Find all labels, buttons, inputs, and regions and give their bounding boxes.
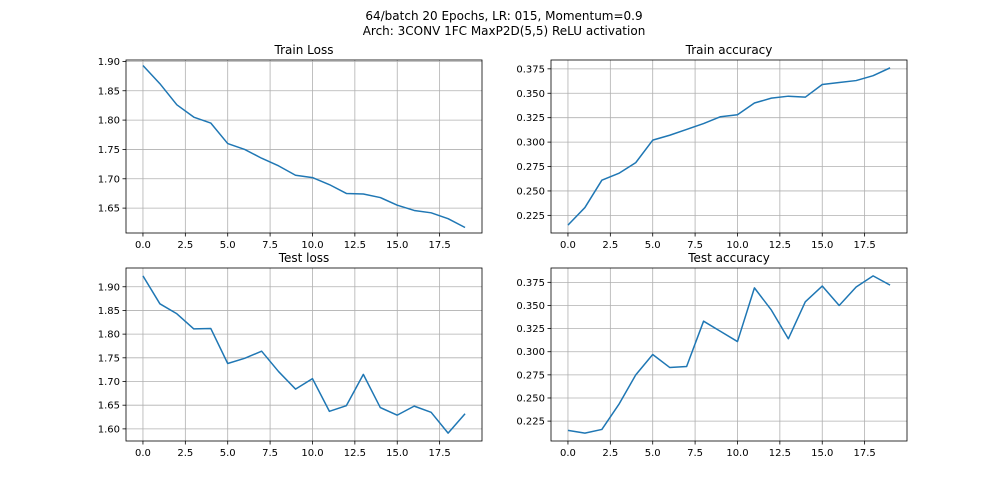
test-accuracy-xtick-label: 15.0 — [811, 448, 833, 459]
train-loss-xtick-label: 12.5 — [344, 240, 366, 251]
test-loss-axes-frame — [125, 267, 483, 442]
test-accuracy-ytick-label: 0.250 — [516, 393, 545, 404]
train-loss-subplot: Train Loss 0.0 2.5 5.0 7.5 10.0 12.5 15.0 17.5 1.… — [98, 43, 483, 251]
test-accuracy-ytick-label: 0.325 — [516, 324, 545, 335]
test-loss-title: Test loss — [278, 251, 330, 265]
train-accuracy-ytick-label: 0.325 — [516, 113, 545, 124]
figure-title-line1: 64/batch 20 Epochs, LR: 015, Momentum=0.… — [365, 9, 642, 23]
train-loss-xtick-label: 5.0 — [220, 240, 236, 251]
test-loss-ytick-label: 1.75 — [98, 353, 120, 364]
train-accuracy-xtick-label: 7.5 — [687, 240, 703, 251]
test-accuracy-xtick-label: 2.5 — [602, 448, 618, 459]
train-loss-xtick-label: 7.5 — [262, 240, 278, 251]
train-loss-series-line — [142, 65, 466, 229]
test-accuracy-ytick-label: 0.350 — [516, 301, 545, 312]
train-accuracy-ytick-label: 0.300 — [516, 138, 545, 149]
test-accuracy-xtick-label: 10.0 — [726, 448, 748, 459]
test-accuracy-ytick-label: 0.375 — [516, 278, 545, 289]
test-accuracy-xtick-label: 7.5 — [687, 448, 703, 459]
test-loss-xtick-label: 0.0 — [135, 448, 151, 459]
test-loss-ytick-label: 1.80 — [98, 330, 120, 341]
train-loss-axes-frame — [125, 59, 483, 234]
train-accuracy-ytick-label: 0.250 — [516, 186, 545, 197]
train-loss-ytick-label: 1.85 — [98, 86, 120, 97]
test-loss-ytick-label: 1.60 — [98, 424, 120, 435]
train-loss-xtick-label: 17.5 — [428, 240, 450, 251]
figure-title-line2: Arch: 3CONV 1FC MaxP2D(5,5) ReLU activat… — [363, 24, 646, 38]
test-loss-subplot: Test loss 0.0 2.5 5.0 7.5 10.0 12.5 15.0 17.5 1.6… — [98, 251, 483, 459]
test-loss-xtick-label: 15.0 — [386, 448, 408, 459]
test-accuracy-ytick-label: 0.275 — [516, 370, 545, 381]
test-accuracy-xtick-label: 17.5 — [853, 448, 875, 459]
train-accuracy-xtick-label: 2.5 — [602, 240, 618, 251]
test-accuracy-ytick-label: 0.300 — [516, 347, 545, 358]
train-loss-ytick-label: 1.90 — [98, 57, 120, 68]
test-loss-ytick-label: 1.65 — [98, 401, 120, 412]
train-loss-ytick-label: 1.75 — [98, 145, 120, 156]
test-accuracy-subplot: Test accuracy 0.0 2.5 5.0 7.5 10.0 12.5 15.0 17.… — [516, 251, 908, 459]
train-loss-ytick-label: 1.80 — [98, 116, 120, 127]
test-loss-ytick-label: 1.90 — [98, 282, 120, 293]
test-loss-series-line — [142, 275, 466, 434]
train-accuracy-subplot: Train accuracy 0.0 2.5 5.0 7.5 10.0 12.5 15.0 17… — [516, 43, 908, 251]
test-accuracy-title: Test accuracy — [687, 251, 770, 265]
test-loss-xtick-label: 17.5 — [428, 448, 450, 459]
train-accuracy-xtick-label: 15.0 — [811, 240, 833, 251]
train-accuracy-xtick-label: 12.5 — [769, 240, 791, 251]
train-loss-ytick-label: 1.70 — [98, 174, 120, 185]
test-accuracy-xtick-label: 0.0 — [560, 448, 576, 459]
test-loss-xtick-label: 12.5 — [344, 448, 366, 459]
test-loss-xtick-label: 2.5 — [177, 448, 193, 459]
train-loss-title: Train Loss — [274, 43, 334, 57]
train-loss-ytick-label: 1.65 — [98, 204, 120, 215]
test-loss-xtick-label: 5.0 — [220, 448, 236, 459]
test-accuracy-ytick-label: 0.225 — [516, 417, 545, 428]
test-loss-xtick-label: 7.5 — [262, 448, 278, 459]
test-accuracy-series-line — [567, 275, 891, 434]
train-accuracy-series-line — [567, 67, 891, 226]
train-accuracy-axes-frame — [550, 59, 908, 234]
train-accuracy-ytick-label: 0.350 — [516, 89, 545, 100]
train-accuracy-xtick-label: 5.0 — [645, 240, 661, 251]
test-loss-ytick-label: 1.70 — [98, 377, 120, 388]
train-accuracy-ytick-label: 0.275 — [516, 162, 545, 173]
train-accuracy-xtick-label: 0.0 — [560, 240, 576, 251]
train-accuracy-ytick-label: 0.225 — [516, 211, 545, 222]
test-loss-xtick-label: 10.0 — [301, 448, 323, 459]
test-accuracy-xtick-label: 5.0 — [645, 448, 661, 459]
test-accuracy-xtick-label: 12.5 — [769, 448, 791, 459]
train-accuracy-xtick-label: 10.0 — [726, 240, 748, 251]
test-accuracy-axes-frame — [550, 267, 908, 442]
train-accuracy-title: Train accuracy — [685, 43, 773, 57]
train-loss-xtick-label: 10.0 — [301, 240, 323, 251]
train-loss-xtick-label: 15.0 — [386, 240, 408, 251]
train-accuracy-xtick-label: 17.5 — [853, 240, 875, 251]
train-loss-xtick-label: 0.0 — [135, 240, 151, 251]
train-accuracy-ytick-label: 0.375 — [516, 64, 545, 75]
test-loss-ytick-label: 1.85 — [98, 306, 120, 317]
train-loss-xtick-label: 2.5 — [177, 240, 193, 251]
